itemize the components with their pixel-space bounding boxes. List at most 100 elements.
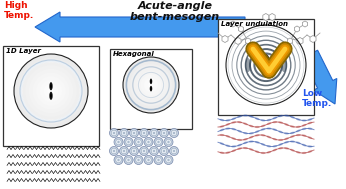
Circle shape — [121, 130, 127, 136]
Ellipse shape — [278, 121, 283, 124]
Ellipse shape — [272, 128, 277, 131]
Ellipse shape — [249, 115, 254, 118]
Circle shape — [164, 156, 173, 164]
Ellipse shape — [249, 140, 254, 143]
Polygon shape — [238, 26, 244, 32]
Ellipse shape — [49, 82, 53, 90]
Ellipse shape — [308, 145, 312, 148]
Text: 1D Layer: 1D Layer — [6, 48, 41, 54]
Circle shape — [134, 67, 169, 102]
Circle shape — [154, 156, 163, 164]
Ellipse shape — [308, 122, 312, 124]
Ellipse shape — [284, 141, 289, 143]
Circle shape — [124, 156, 133, 164]
Ellipse shape — [150, 86, 152, 91]
Polygon shape — [297, 37, 303, 44]
Circle shape — [123, 132, 125, 134]
Ellipse shape — [249, 136, 254, 139]
Ellipse shape — [308, 150, 312, 153]
Ellipse shape — [261, 119, 265, 122]
Ellipse shape — [226, 145, 230, 147]
Polygon shape — [302, 21, 308, 27]
Ellipse shape — [245, 58, 251, 72]
Ellipse shape — [226, 123, 230, 126]
Circle shape — [156, 139, 161, 145]
Ellipse shape — [237, 130, 242, 133]
Ellipse shape — [302, 128, 307, 130]
Circle shape — [123, 57, 179, 113]
Ellipse shape — [261, 143, 265, 146]
Ellipse shape — [265, 67, 267, 72]
Polygon shape — [294, 26, 300, 32]
Ellipse shape — [266, 119, 271, 121]
Ellipse shape — [261, 125, 265, 127]
Polygon shape — [269, 13, 275, 20]
Ellipse shape — [49, 92, 53, 100]
Ellipse shape — [278, 131, 283, 133]
Circle shape — [157, 159, 160, 161]
Ellipse shape — [219, 152, 225, 154]
Circle shape — [171, 148, 177, 154]
Circle shape — [133, 132, 135, 134]
Circle shape — [226, 25, 306, 105]
Ellipse shape — [262, 54, 271, 76]
Circle shape — [161, 148, 167, 154]
Circle shape — [131, 148, 137, 154]
Circle shape — [114, 156, 123, 164]
Circle shape — [144, 78, 158, 92]
Ellipse shape — [255, 150, 260, 153]
Ellipse shape — [302, 134, 307, 137]
Circle shape — [21, 61, 81, 121]
Ellipse shape — [243, 142, 248, 144]
Circle shape — [47, 87, 55, 95]
Circle shape — [136, 157, 141, 163]
Circle shape — [151, 148, 157, 154]
Circle shape — [153, 150, 155, 152]
Polygon shape — [230, 21, 236, 27]
Circle shape — [143, 150, 145, 152]
Circle shape — [116, 139, 121, 145]
Ellipse shape — [243, 114, 248, 117]
Circle shape — [18, 58, 84, 124]
Polygon shape — [248, 43, 254, 50]
Polygon shape — [284, 43, 290, 50]
Circle shape — [161, 130, 167, 136]
Bar — [3, 46, 99, 146]
Circle shape — [33, 73, 70, 109]
Polygon shape — [288, 38, 293, 44]
Ellipse shape — [243, 147, 248, 149]
Ellipse shape — [296, 129, 301, 132]
Ellipse shape — [255, 130, 260, 133]
Circle shape — [147, 81, 155, 88]
Polygon shape — [245, 38, 251, 44]
Circle shape — [127, 141, 130, 143]
Ellipse shape — [296, 151, 301, 154]
Ellipse shape — [261, 152, 266, 154]
Circle shape — [167, 159, 170, 161]
Circle shape — [137, 159, 140, 161]
Ellipse shape — [226, 135, 230, 138]
Circle shape — [151, 130, 157, 136]
Ellipse shape — [290, 125, 295, 128]
Circle shape — [127, 60, 175, 109]
Circle shape — [163, 132, 165, 134]
Ellipse shape — [266, 127, 271, 130]
Ellipse shape — [308, 136, 312, 139]
Circle shape — [109, 146, 118, 156]
Circle shape — [129, 129, 138, 138]
Circle shape — [156, 157, 161, 163]
Ellipse shape — [290, 140, 295, 143]
Circle shape — [114, 138, 123, 146]
Ellipse shape — [302, 124, 307, 127]
Ellipse shape — [243, 122, 248, 125]
Ellipse shape — [255, 134, 260, 136]
Ellipse shape — [296, 126, 301, 128]
Ellipse shape — [220, 119, 225, 121]
Circle shape — [44, 84, 58, 98]
Circle shape — [136, 139, 141, 145]
Ellipse shape — [220, 142, 224, 145]
Circle shape — [130, 64, 172, 106]
Circle shape — [29, 69, 73, 113]
Circle shape — [119, 129, 128, 138]
Ellipse shape — [150, 87, 152, 90]
